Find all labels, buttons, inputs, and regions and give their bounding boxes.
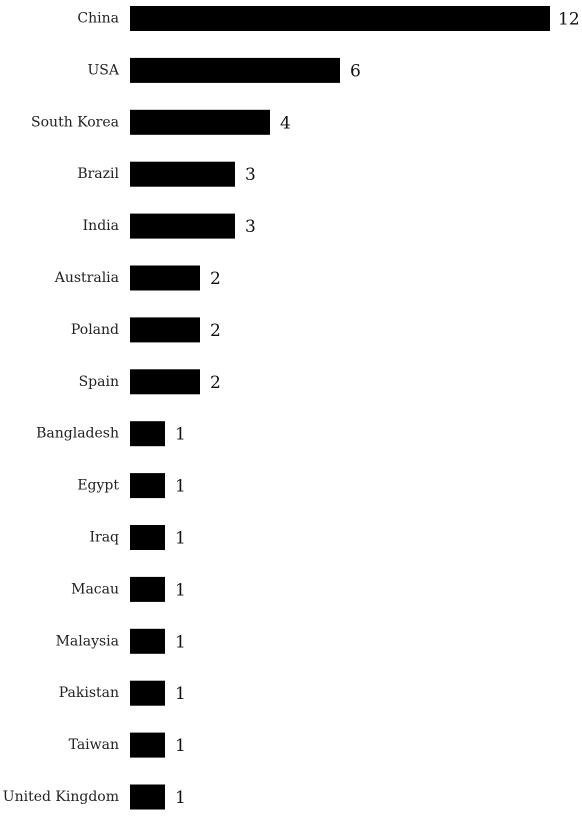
bar-pakistan — [130, 680, 165, 706]
category-label-usa: USA — [88, 62, 120, 78]
bar-poland — [130, 317, 200, 343]
category-label-united-kingdom: United Kingdom — [3, 789, 119, 805]
category-label-macau: Macau — [71, 581, 119, 597]
value-label-bangladesh: 1 — [175, 425, 186, 445]
category-label-south-korea: South Korea — [31, 114, 119, 130]
bar-united-kingdom — [130, 784, 165, 810]
category-label-malaysia: Malaysia — [56, 633, 119, 649]
value-label-usa: 6 — [350, 61, 361, 81]
bar-spain — [130, 369, 200, 395]
bar-egypt — [130, 473, 165, 499]
category-label-brazil: Brazil — [77, 166, 119, 182]
bar-bangladesh — [130, 421, 165, 447]
bar-iraq — [130, 525, 165, 550]
value-label-united-kingdom: 1 — [175, 788, 186, 808]
category-label-iraq: Iraq — [89, 530, 119, 546]
value-label-spain: 2 — [210, 373, 221, 393]
value-label-australia: 2 — [210, 269, 221, 289]
category-label-poland: Poland — [71, 322, 119, 338]
value-label-iraq: 1 — [175, 529, 186, 549]
category-label-australia: Australia — [54, 270, 119, 286]
value-label-poland: 2 — [210, 321, 221, 341]
category-label-bangladesh: Bangladesh — [36, 426, 119, 442]
value-label-malaysia: 1 — [175, 632, 186, 652]
category-label-taiwan: Taiwan — [69, 737, 119, 753]
bar-malaysia — [130, 628, 165, 654]
category-label-pakistan: Pakistan — [59, 685, 119, 701]
bar-macau — [130, 576, 165, 602]
category-label-india: India — [83, 218, 119, 234]
value-label-pakistan: 1 — [175, 684, 186, 704]
bar-australia — [130, 265, 200, 291]
bar-usa — [130, 57, 340, 83]
value-label-taiwan: 1 — [175, 736, 186, 756]
bar-brazil — [130, 161, 235, 187]
value-label-brazil: 3 — [245, 165, 256, 185]
value-label-egypt: 1 — [175, 477, 186, 497]
category-label-egypt: Egypt — [77, 478, 119, 494]
bar-india — [130, 213, 235, 239]
bar-taiwan — [130, 732, 165, 758]
value-label-south-korea: 4 — [280, 113, 291, 133]
category-label-spain: Spain — [79, 374, 119, 390]
value-label-china: 12 — [558, 10, 580, 30]
value-label-india: 3 — [245, 217, 256, 237]
value-label-macau: 1 — [175, 580, 186, 600]
bar-china — [130, 6, 550, 31]
category-label-china: China — [77, 11, 119, 27]
bar-south-korea — [130, 109, 270, 135]
